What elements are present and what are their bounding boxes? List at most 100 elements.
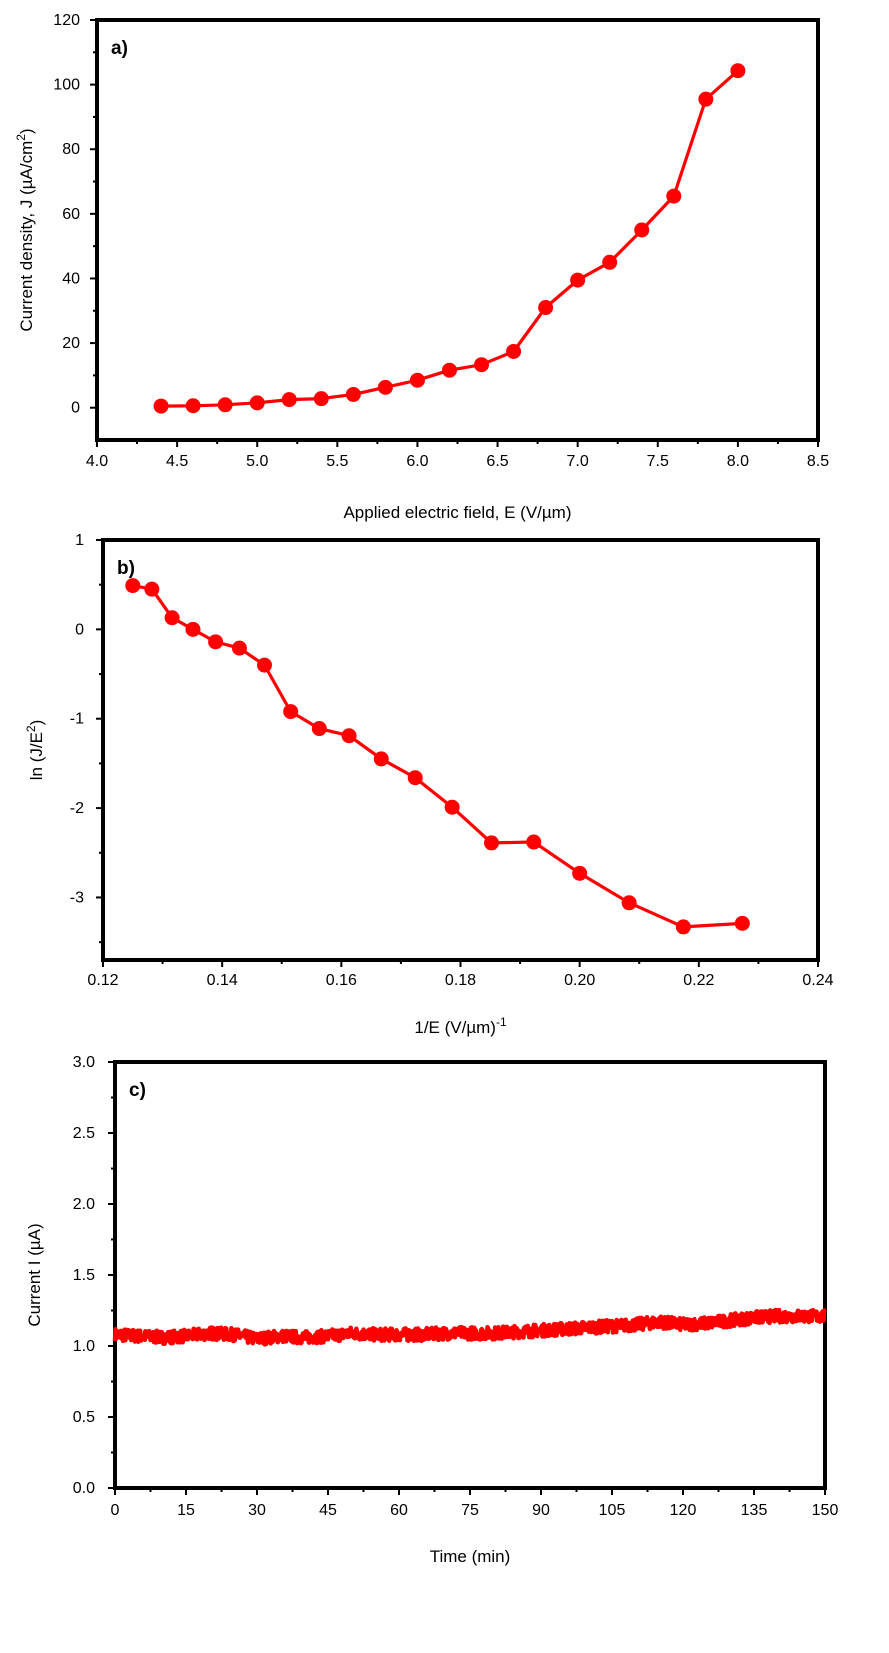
panel-label: c) [129, 1080, 146, 1101]
x-tick-label: 135 [741, 1502, 768, 1519]
data-point [570, 272, 586, 288]
data-point [526, 834, 542, 850]
chart-panel-1: 4.0 4.5 5.0 5.5 6.0 6.5 7.0 7.5 8.0 8.5 0 20 40 60 80 1… [14, 12, 829, 522]
y-tick-label: 0 [75, 621, 84, 638]
x-tick-label: 6.0 [406, 453, 428, 470]
x-tick-label: 0 [111, 1502, 120, 1519]
x-axis-title-text: Applied electric field, E (V/µm) [343, 503, 571, 522]
y-tick-label: 0 [71, 400, 80, 417]
y-tick-label: 40 [62, 270, 80, 287]
x-axis-title: Time (min) [430, 1547, 511, 1566]
data-point [483, 835, 499, 851]
y-tick-label: 2.5 [73, 1125, 95, 1142]
x-tick-label: 45 [319, 1502, 337, 1519]
y-axis-title-superscript: 2 [14, 134, 28, 141]
data-point [249, 395, 265, 411]
chart-panel-3: 0 15 30 45 60 75 90 105 120 135 150 0.0 0.5 1.0 1.5 2.0… [25, 1054, 838, 1566]
y-tick-label: 2.0 [73, 1196, 95, 1213]
data-point [231, 640, 247, 656]
y-tick-label: -2 [70, 800, 84, 817]
data-point [281, 392, 297, 408]
y-tick-label: -1 [70, 711, 84, 728]
data-point [441, 362, 457, 378]
x-tick-label: 60 [390, 1502, 408, 1519]
y-axis-title: ln (J/E2) [24, 720, 46, 781]
data-point [730, 63, 746, 79]
y-tick-label: 0.5 [73, 1409, 95, 1426]
x-tick-label: 0.24 [802, 972, 833, 989]
x-tick-label: 7.5 [647, 453, 669, 470]
x-tick-label: 8.0 [727, 453, 749, 470]
data-point [311, 721, 327, 737]
y-axis-title: Current I (µA) [25, 1223, 44, 1326]
data-point [602, 254, 618, 270]
data-point [153, 398, 169, 414]
x-tick-label: 75 [461, 1502, 479, 1519]
data-point [506, 343, 522, 359]
data-point [675, 919, 691, 935]
data-point [313, 391, 329, 407]
data-point [217, 397, 233, 413]
panel-label: a) [111, 38, 128, 59]
panel-label: b) [117, 558, 135, 579]
plot-frame [95, 18, 820, 442]
data-point [444, 799, 460, 815]
series-line [132, 584, 743, 929]
series-line [161, 69, 739, 408]
x-tick-label: 30 [248, 1502, 266, 1519]
x-tick-label: 105 [599, 1502, 626, 1519]
y-axis-title-suffix: ) [27, 720, 46, 726]
y-tick-label: 0.0 [73, 1480, 95, 1497]
data-point [538, 300, 554, 316]
y-tick-label: 100 [53, 77, 80, 94]
y-axis-title: Current density, J (µA/cm2) [14, 128, 36, 331]
x-tick-label: 0.22 [683, 972, 714, 989]
x-tick-label: 15 [177, 1502, 195, 1519]
data-point [621, 895, 637, 911]
x-tick-label: 8.5 [807, 453, 829, 470]
data-point [407, 770, 423, 786]
data-point [474, 357, 490, 373]
data-point [164, 610, 180, 626]
data-point [572, 865, 588, 881]
y-tick-label: 80 [62, 141, 80, 158]
x-axis-title-superscript: -1 [496, 1015, 507, 1029]
data-point [208, 634, 224, 650]
x-tick-label: 4.5 [166, 453, 188, 470]
plot-frame [113, 1060, 827, 1490]
y-tick-label: 3.0 [73, 1054, 95, 1071]
x-tick-label: 6.5 [486, 453, 508, 470]
data-point [144, 581, 160, 597]
data-point [666, 188, 682, 204]
x-axis-title: 1/E (V/µm)-1 [414, 1015, 507, 1037]
y-tick-label: 1.5 [73, 1267, 95, 1284]
y-tick-label: -3 [70, 889, 84, 906]
plot-frame [101, 538, 820, 962]
y-tick-label: 1.0 [73, 1338, 95, 1355]
data-point [373, 751, 389, 767]
data-point [377, 379, 393, 395]
data-point [185, 398, 201, 414]
x-tick-label: 0.14 [207, 972, 238, 989]
series-line [112, 1307, 828, 1347]
x-axis-title-text: 1/E (V/µm) [414, 1018, 496, 1037]
y-tick-label: 1 [75, 532, 84, 549]
data-point [409, 372, 425, 388]
x-tick-label: 0.16 [326, 972, 357, 989]
y-tick-label: 120 [53, 12, 80, 29]
x-tick-label: 150 [812, 1502, 839, 1519]
x-tick-label: 4.0 [86, 453, 108, 470]
chart-panel-2: 0.12 0.14 0.16 0.18 0.20 0.22 0.24 -3 -2 -1 0 1 1/E … [24, 532, 834, 1037]
data-point [734, 915, 750, 931]
y-axis-title-suffix: ) [17, 128, 36, 134]
y-tick-label: 20 [62, 335, 80, 352]
x-tick-label: 5.5 [326, 453, 348, 470]
x-tick-label: 0.18 [445, 972, 476, 989]
data-point [345, 386, 361, 402]
y-tick-label: 60 [62, 206, 80, 223]
data-point [341, 728, 357, 744]
x-tick-label: 7.0 [567, 453, 589, 470]
data-point [634, 222, 650, 238]
x-tick-label: 120 [670, 1502, 697, 1519]
